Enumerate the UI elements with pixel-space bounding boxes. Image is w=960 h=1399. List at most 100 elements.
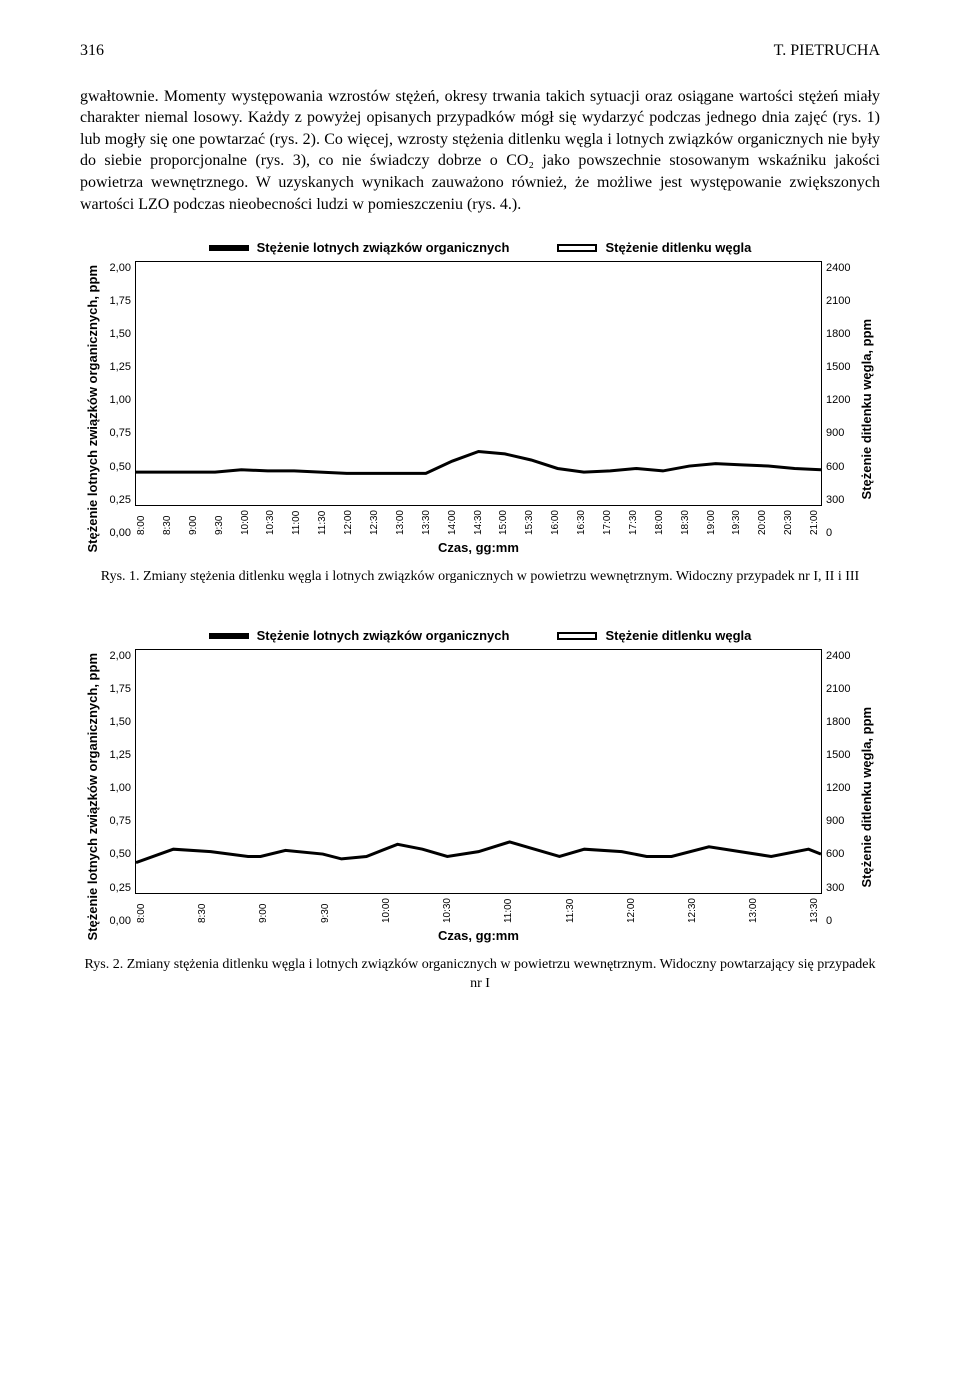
y-tick-right: 300: [826, 881, 850, 896]
x-tick: 13:30: [420, 510, 434, 535]
page-number: 316: [80, 40, 104, 62]
y-tick-left: 1,75: [110, 294, 131, 309]
legend-item-organics: Stężenie lotnych związków organicznych: [209, 239, 510, 257]
legend-swatch-solid: [209, 633, 249, 639]
x-tick: 8:30: [196, 898, 210, 923]
x-tick: 9:30: [213, 510, 227, 535]
x-tick: 13:00: [394, 510, 408, 535]
x-tick: 14:30: [472, 510, 486, 535]
x-tick: 15:00: [497, 510, 511, 535]
legend-label-co2: Stężenie ditlenku węgla: [605, 627, 751, 645]
y-tick-right: 900: [826, 426, 850, 441]
x-tick: 11:00: [502, 898, 516, 923]
x-tick: 13:00: [747, 898, 761, 923]
x-tick: 10:30: [441, 898, 455, 923]
chart-1-caption: Rys. 1. Zmiany stężenia ditlenku węgla i…: [80, 568, 880, 587]
chart-1-ylabel-left: Stężenie lotnych związków organicznych, …: [80, 261, 106, 557]
x-tick: 20:00: [756, 510, 770, 535]
y-tick-right: 0: [826, 526, 850, 541]
x-tick: 19:30: [730, 510, 744, 535]
y-tick-right: 1500: [826, 748, 850, 763]
chart-2-xticks: 8:00 8:30 9:00 9:30 10:00 10:30 11:00 11:30 12:0…: [135, 898, 822, 923]
chart-2-yticks-right: 240021001800150012009006003000: [822, 649, 854, 929]
chart-1-legend: Stężenie lotnych związków organicznych S…: [80, 239, 880, 257]
legend-item-co2: Stężenie ditlenku węgla: [557, 627, 751, 645]
legend-label-organics: Stężenie lotnych związków organicznych: [257, 239, 510, 257]
body-paragraph: gwałtownie. Momenty występowania wzrostó…: [80, 86, 880, 216]
x-tick: 11:30: [316, 510, 330, 535]
y-tick-right: 1500: [826, 360, 850, 375]
y-tick-left: 1,25: [110, 360, 131, 375]
x-tick: 11:30: [564, 898, 578, 923]
x-tick: 9:30: [319, 898, 333, 923]
x-tick: 13:30: [808, 898, 822, 923]
y-tick-left: 2,00: [110, 649, 131, 664]
chart-1-svg: [136, 262, 821, 505]
co2-series-outer: [136, 680, 821, 844]
x-tick: 12:00: [625, 898, 639, 923]
y-tick-right: 1200: [826, 781, 850, 796]
chart-2-yticks-left: 2,001,751,501,251,000,750,500,250,00: [106, 649, 135, 929]
y-tick-right: 1200: [826, 393, 850, 408]
x-tick: 12:30: [686, 898, 700, 923]
y-tick-right: 1800: [826, 715, 850, 730]
chart-1-yticks-left: 2,001,751,501,251,000,750,500,250,00: [106, 261, 135, 541]
legend-item-organics: Stężenie lotnych związków organicznych: [209, 627, 510, 645]
x-tick: 8:00: [135, 898, 149, 923]
y-tick-left: 0,75: [110, 814, 131, 829]
y-tick-right: 2400: [826, 649, 850, 664]
chart-1-plot-area: [135, 261, 822, 506]
x-tick: 9:00: [257, 898, 271, 923]
chart-1-yticks-right: 240021001800150012009006003000: [822, 261, 854, 541]
chart-1-frame: Stężenie lotnych związków organicznych, …: [80, 261, 880, 557]
x-tick: 16:00: [549, 510, 563, 535]
legend-swatch-solid: [209, 245, 249, 251]
chart-2-frame: Stężenie lotnych związków organicznych, …: [80, 649, 880, 945]
chart-2-legend: Stężenie lotnych związków organicznych S…: [80, 627, 880, 645]
y-tick-right: 0: [826, 914, 850, 929]
x-tick: 8:00: [135, 510, 149, 535]
lzo-series: [136, 842, 821, 863]
chart-1: Stężenie lotnych związków organicznych S…: [80, 239, 880, 587]
chart-2-ylabel-left: Stężenie lotnych związków organicznych, …: [80, 649, 106, 945]
lzo-series: [136, 451, 821, 473]
chart-1-ylabel-right: Stężenie ditlenku węgla, ppm: [854, 261, 880, 557]
legend-swatch-outline: [557, 632, 597, 640]
x-tick: 11:00: [290, 510, 304, 535]
chart-2-svg: [136, 650, 821, 893]
y-tick-right: 600: [826, 460, 850, 475]
y-tick-left: 1,75: [110, 682, 131, 697]
chart-1-xticks: 8:008:309:009:3010:0010:3011:0011:3012:0…: [135, 510, 822, 535]
legend-swatch-outline: [557, 244, 597, 252]
x-tick: 17:30: [627, 510, 641, 535]
legend-label-organics: Stężenie lotnych związków organicznych: [257, 627, 510, 645]
y-tick-right: 2100: [826, 682, 850, 697]
x-tick: 12:30: [368, 510, 382, 535]
y-tick-left: 1,25: [110, 748, 131, 763]
y-tick-right: 600: [826, 847, 850, 862]
y-tick-left: 1,50: [110, 715, 131, 730]
chart-2-xlabel: Czas, gg:mm: [135, 927, 822, 945]
y-tick-left: 1,00: [110, 781, 131, 796]
y-tick-left: 1,50: [110, 327, 131, 342]
legend-item-co2: Stężenie ditlenku węgla: [557, 239, 751, 257]
chart-2-caption: Rys. 2. Zmiany stężenia ditlenku węgla i…: [80, 956, 880, 994]
y-tick-left: 0,25: [110, 881, 131, 896]
header-author: T. PIETRUCHA: [774, 40, 880, 62]
x-tick: 18:30: [679, 510, 693, 535]
y-tick-left: 0,50: [110, 847, 131, 862]
x-tick: 9:00: [187, 510, 201, 535]
y-tick-left: 0,25: [110, 493, 131, 508]
x-tick: 14:00: [446, 510, 460, 535]
co2-series-inner: [136, 680, 821, 844]
x-tick: 21:00: [808, 510, 822, 535]
x-tick: 18:00: [653, 510, 667, 535]
x-tick: 17:00: [601, 510, 615, 535]
chart-2-ylabel-right: Stężenie ditlenku węgla, ppm: [854, 649, 880, 945]
legend-label-co2: Stężenie ditlenku węgla: [605, 239, 751, 257]
y-tick-left: 0,50: [110, 460, 131, 475]
x-tick: 10:00: [380, 898, 394, 923]
chart-1-xlabel: Czas, gg:mm: [135, 539, 822, 557]
x-tick: 16:30: [575, 510, 589, 535]
x-tick: 10:00: [239, 510, 253, 535]
